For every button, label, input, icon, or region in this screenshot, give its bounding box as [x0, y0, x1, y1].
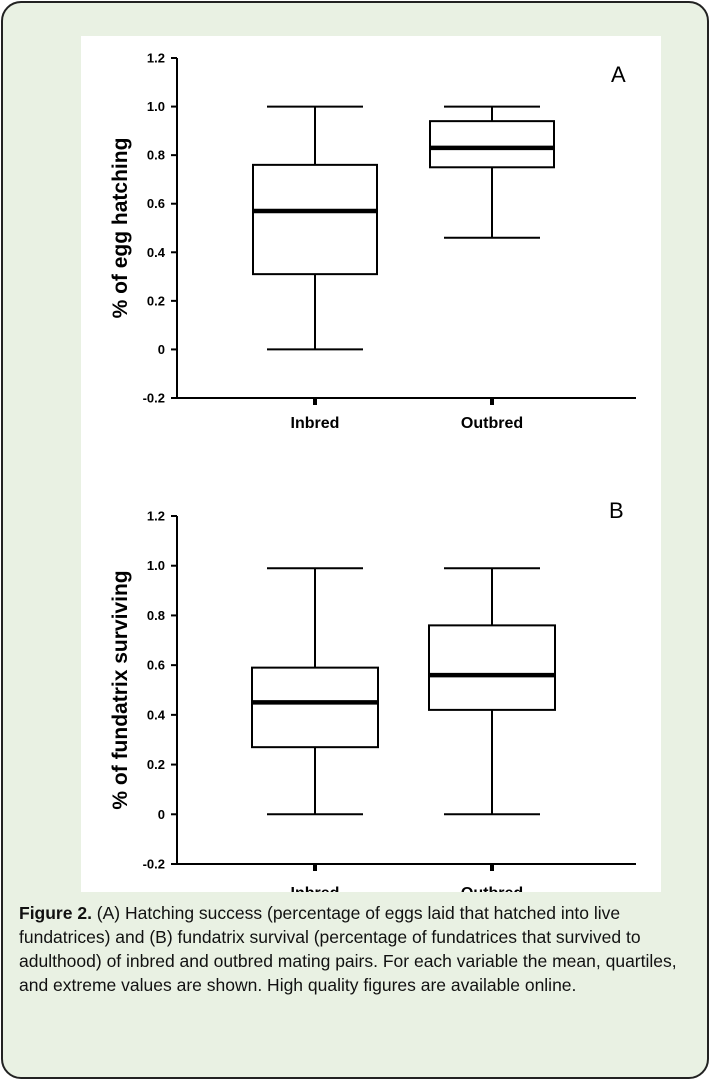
- panel-a-y-tick-label: 0: [158, 342, 165, 357]
- panel-b-label: B: [609, 498, 624, 523]
- panel-b-y-tick-label: 0.8: [147, 608, 165, 623]
- panel-b-y-tick-label: 0.2: [147, 757, 165, 772]
- panel-b-y-tick-label: 0.4: [147, 707, 166, 722]
- panel-a-y-tick-label: 1.0: [147, 99, 165, 114]
- figure-caption: Figure 2. (A) Hatching success (percenta…: [19, 901, 699, 997]
- panel-a-y-tick-label: 0.4: [147, 245, 166, 260]
- panel-b-y-tick-label: 0: [158, 807, 165, 822]
- panel-a-x-category-label: Inbred: [291, 415, 340, 432]
- panel-b-y-tick-label: 1.2: [147, 509, 165, 524]
- caption-label: Figure 2.: [19, 903, 92, 923]
- panel-a-label: A: [611, 62, 626, 87]
- panel-b-inbred-box: [251, 666, 379, 749]
- panel-a-outbred-box: [429, 120, 555, 169]
- panel-b-x-category-label: Inbred: [291, 885, 340, 892]
- panel-b-y-tick-label: 0.6: [147, 658, 165, 673]
- panel-b-outbred-box: [428, 624, 556, 711]
- box-plot-figure: -0.2 0 0.2 0.4 0.6 0.8 1.0 1.2 Inbred Outbred % of…: [109, 51, 636, 892]
- panel-a-x-category-label: Outbred: [461, 415, 523, 432]
- panel-b-y-tick-label: 1.0: [147, 558, 165, 573]
- panel-b-y-tick-label: -0.2: [143, 857, 165, 872]
- panel-a-y-tick-label: 0.2: [147, 293, 165, 308]
- plot-panel: -0.2 0 0.2 0.4 0.6 0.8 1.0 1.2 Inbred Outbred % of…: [81, 36, 661, 892]
- panel-a-y-tick-label: 0.6: [147, 196, 165, 211]
- panel-a-y-tick-label: -0.2: [143, 391, 165, 406]
- panel-b-y-axis-title: % of fundatrix surviving: [109, 570, 132, 809]
- panel-a-y-tick-label: 1.2: [147, 51, 165, 66]
- panel-a-y-tick-label: 0.8: [147, 148, 165, 163]
- panel-a-y-axis-title: % of egg hatching: [109, 138, 132, 319]
- panel-a-inbred-box: [252, 163, 378, 276]
- caption-text: (A) Hatching success (percentage of eggs…: [19, 903, 677, 995]
- panel-b-x-category-label: Outbred: [461, 885, 523, 892]
